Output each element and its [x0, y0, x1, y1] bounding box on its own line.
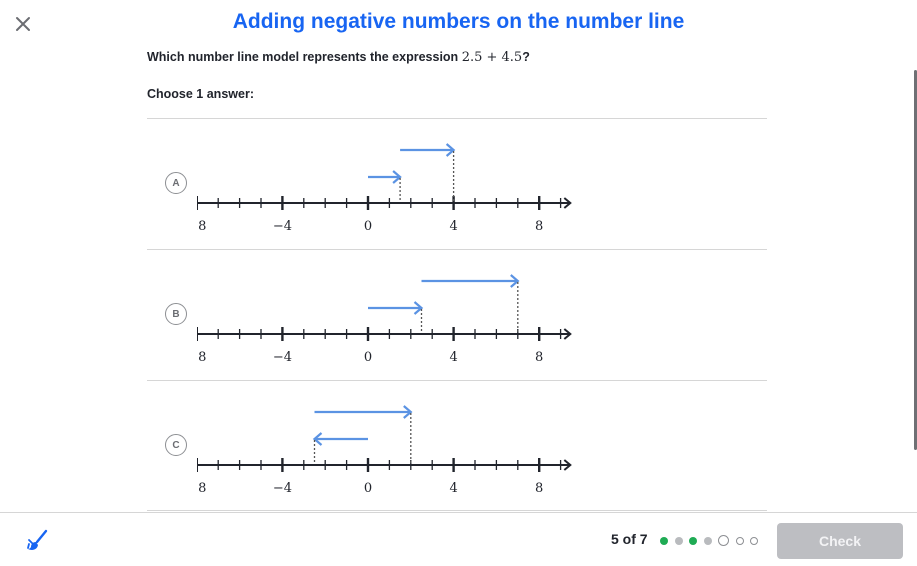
close-icon: [16, 17, 30, 31]
tick-label: −8: [197, 350, 206, 365]
axis-arrow-right: [563, 328, 572, 340]
number-line: −8 −4 0 4 8: [197, 405, 572, 496]
footer: 5 of 7 Check: [0, 512, 917, 566]
number-line: −8 −4 0 4 8: [197, 274, 572, 365]
tick-label: 0: [364, 481, 372, 496]
progress-dot-current: [718, 535, 729, 546]
tick-label: −4: [273, 219, 292, 234]
choice-letter: A: [165, 172, 187, 194]
progress-dot-done: [703, 536, 712, 545]
choice-b[interactable]: B −8 −4 0 4 8: [147, 249, 767, 380]
jump-arrowhead: [392, 170, 402, 184]
jump-arrowhead: [413, 301, 424, 315]
progress-dot-correct: [689, 536, 697, 545]
tick-label: 4: [449, 219, 457, 234]
brush-icon: [27, 529, 48, 550]
tick-label: 0: [364, 219, 372, 234]
number-line: −8 −4 0 4 8: [197, 143, 572, 234]
tick-label: 8: [535, 350, 543, 365]
axis-arrow-right: [563, 197, 572, 209]
choice-letter: C: [165, 434, 187, 456]
tick-label: 4: [449, 350, 457, 365]
jump-arrowhead: [445, 143, 456, 157]
page-title: Adding negative numbers on the number li…: [232, 10, 685, 33]
scratchpad-button[interactable]: [25, 528, 51, 554]
progress-dot-todo: [750, 536, 758, 545]
question-prefix: Which number line model represents the e…: [147, 50, 459, 64]
choice-a[interactable]: A −8 −4 0 4 8: [147, 118, 767, 249]
choice-c[interactable]: C −8 −4 0 4 8: [147, 380, 767, 511]
jump-arrowhead: [312, 432, 323, 446]
question-suffix: ?: [522, 50, 530, 64]
question-text: Which number line model represents the e…: [147, 50, 530, 65]
progress-dots: [660, 535, 765, 546]
answer-choices: A −8 −4 0 4 8 B −8 −4 0 4 8 C −8 −4 0 4 8: [147, 118, 767, 511]
choose-instruction: Choose 1 answer:: [147, 87, 254, 101]
tick-label: −4: [273, 481, 292, 496]
close-button[interactable]: [12, 13, 34, 35]
jump-arrowhead: [403, 405, 413, 419]
jump-arrowhead: [510, 274, 520, 288]
tick-label: 8: [535, 219, 543, 234]
progress-text: 5 of 7: [611, 531, 648, 547]
tick-label: −8: [197, 219, 206, 234]
question-expression: 2.5 + 4.5: [461, 50, 523, 65]
tick-label: 4: [449, 481, 457, 496]
check-button[interactable]: Check: [777, 523, 903, 559]
progress-dot-correct: [660, 536, 668, 545]
choice-letter: B: [165, 303, 187, 325]
progress-dot-done: [674, 536, 683, 545]
tick-label: −4: [273, 350, 292, 365]
tick-label: 0: [364, 350, 372, 365]
scrollbar[interactable]: [914, 70, 917, 450]
tick-label: −8: [197, 481, 206, 496]
axis-arrow-right: [563, 459, 572, 471]
progress-dot-todo: [735, 536, 744, 545]
tick-label: 8: [535, 481, 543, 496]
